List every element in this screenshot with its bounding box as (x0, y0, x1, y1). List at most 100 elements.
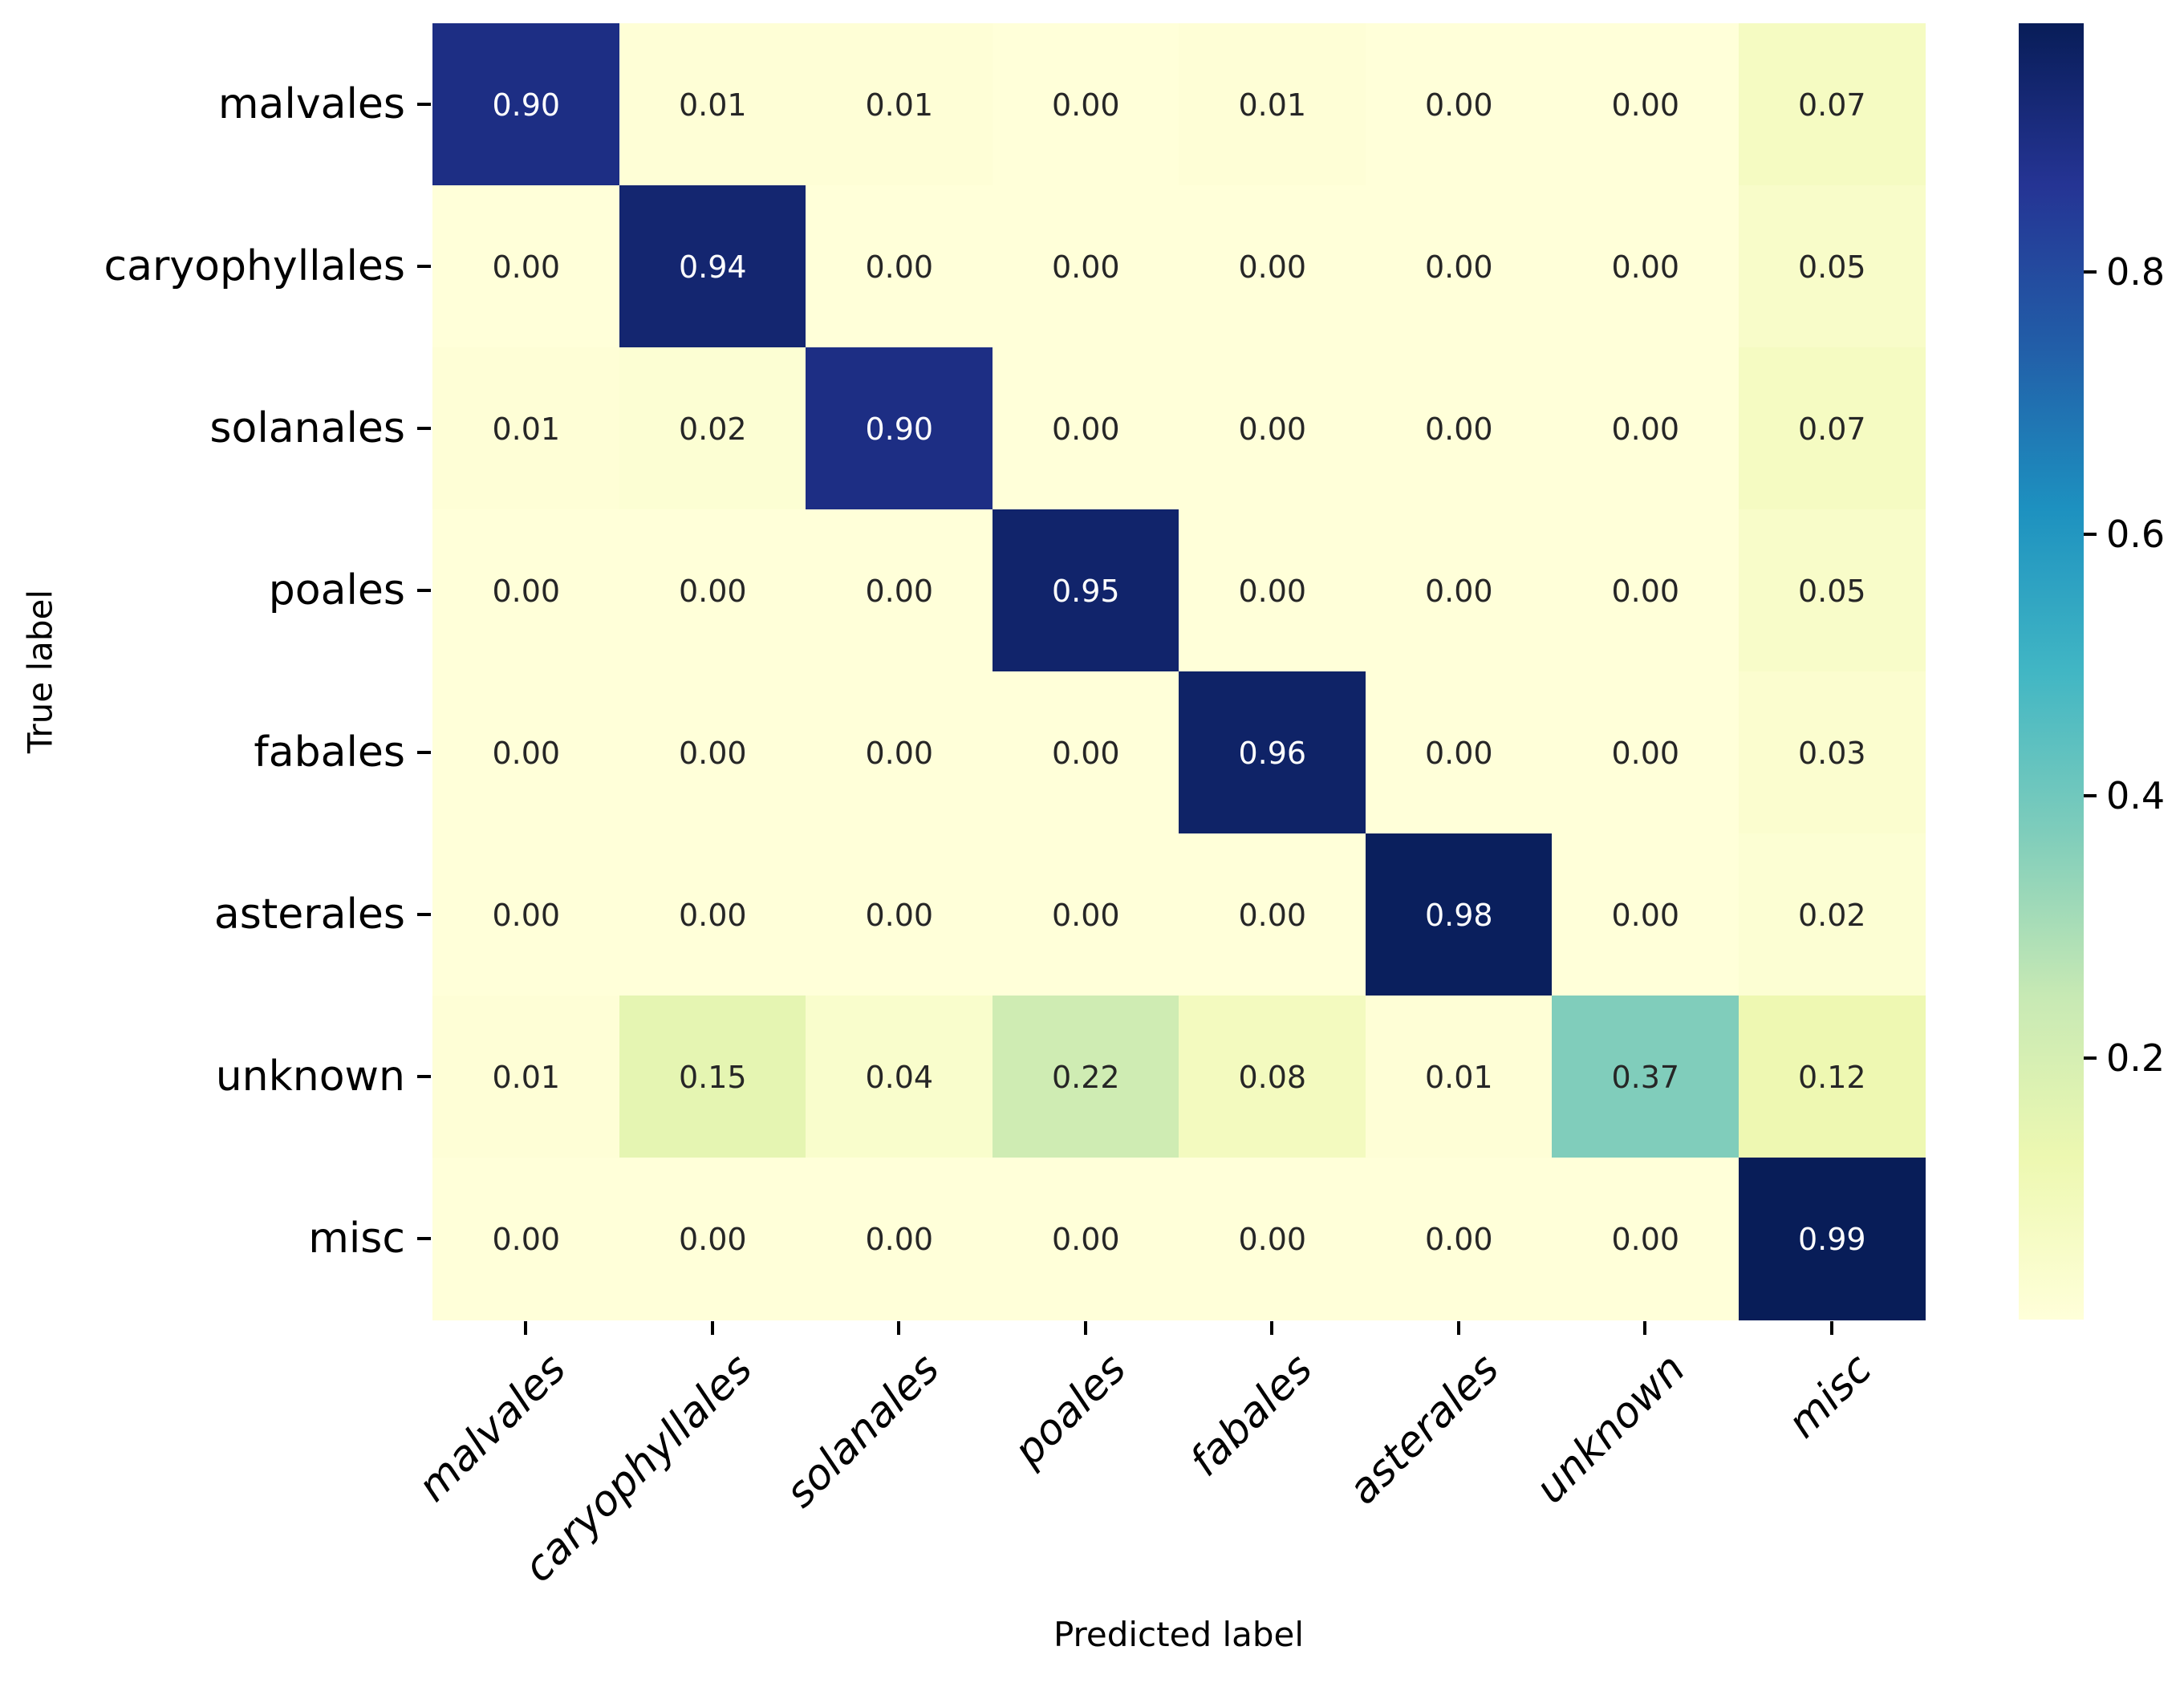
heatmap-cell: 0.01 (806, 23, 993, 186)
y-axis-title: True label (20, 589, 60, 754)
heatmap-cell: 0.00 (432, 185, 620, 348)
cell-value: 0.37 (1611, 1059, 1680, 1095)
cell-value: 0.00 (1051, 411, 1120, 447)
cell-value: 0.00 (1424, 87, 1493, 123)
heatmap-cell: 0.00 (432, 509, 620, 672)
heatmap-cell: 0.00 (619, 1158, 806, 1320)
heatmap-cell: 0.12 (1738, 996, 1926, 1158)
cell-value: 0.00 (865, 249, 934, 285)
x-tick-mark (1456, 1321, 1460, 1335)
x-tick-label: unknown (1526, 1344, 1695, 1513)
heatmap-cell: 0.07 (1738, 23, 1926, 186)
x-tick-mark (897, 1321, 901, 1335)
colorbar-tick-mark (2084, 794, 2097, 798)
y-tick-mark (417, 1237, 431, 1240)
heatmap-cell: 0.00 (992, 833, 1179, 996)
cell-value: 0.94 (678, 249, 747, 285)
y-tick-label: malvales (217, 80, 405, 128)
heatmap-cell: 0.00 (1552, 1158, 1739, 1320)
cell-value: 0.98 (1424, 897, 1493, 933)
y-tick-label: asterales (213, 890, 405, 939)
heatmap-cell: 0.00 (1179, 1158, 1366, 1320)
cell-value: 0.96 (1238, 735, 1307, 771)
cell-value: 0.01 (865, 87, 934, 123)
x-tick-mark (1643, 1321, 1647, 1335)
cell-value: 0.00 (1424, 249, 1493, 285)
cell-value: 0.00 (1051, 249, 1120, 285)
cell-value: 0.05 (1797, 249, 1866, 285)
heatmap-cell: 0.01 (1365, 996, 1553, 1158)
heatmap-cell: 0.00 (806, 833, 993, 996)
colorbar-tick-label: 0.4 (2106, 774, 2166, 818)
heatmap-cell: 0.00 (1179, 347, 1366, 510)
y-tick-mark (417, 265, 431, 268)
y-tick-label: unknown (215, 1052, 405, 1101)
heatmap-cell: 0.00 (1552, 347, 1739, 510)
heatmap-cell: 0.15 (619, 996, 806, 1158)
heatmap-cell: 0.00 (1365, 671, 1553, 834)
heatmap-cell: 0.00 (619, 509, 806, 672)
y-tick-mark (417, 103, 431, 106)
heatmap-cell: 0.04 (806, 996, 993, 1158)
heatmap-cell: 0.00 (992, 23, 1179, 186)
heatmap-cell: 0.00 (1552, 833, 1739, 996)
cell-value: 0.00 (865, 573, 934, 609)
heatmap-cell: 0.02 (1738, 833, 1926, 996)
colorbar-tick-label: 0.8 (2106, 250, 2166, 294)
heatmap-cell: 0.05 (1738, 185, 1926, 348)
heatmap-cell: 0.00 (1552, 509, 1739, 672)
cell-value: 0.00 (1051, 735, 1120, 771)
cell-value: 0.00 (1611, 573, 1680, 609)
colorbar-tick-mark (2084, 532, 2097, 536)
heatmap-cell: 0.01 (432, 347, 620, 510)
heatmap-cell: 0.00 (992, 347, 1179, 510)
x-tick-mark (1083, 1321, 1087, 1335)
cell-value: 0.05 (1797, 573, 1866, 609)
cell-value: 0.02 (678, 411, 747, 447)
cell-value: 0.01 (1424, 1059, 1493, 1095)
cell-value: 0.00 (492, 1221, 561, 1257)
cell-value: 0.08 (1238, 1059, 1307, 1095)
heatmap-cell: 0.00 (806, 671, 993, 834)
cell-value: 0.01 (492, 411, 561, 447)
colorbar (2019, 23, 2084, 1320)
colorbar-gradient (2019, 23, 2084, 1320)
cell-value: 0.00 (865, 1221, 934, 1257)
colorbar-tick-label: 0.6 (2106, 512, 2166, 556)
heatmap-cell: 0.00 (1365, 347, 1553, 510)
x-tick-label: asterales (1338, 1344, 1508, 1515)
cell-value: 0.00 (1611, 897, 1680, 933)
heatmap-cell: 0.00 (1552, 671, 1739, 834)
heatmap-cell: 0.03 (1738, 671, 1926, 834)
heatmap-cell: 0.01 (1179, 23, 1366, 186)
cell-value: 0.00 (1051, 897, 1120, 933)
heatmap-cell: 0.37 (1552, 996, 1739, 1158)
cell-value: 0.00 (1424, 735, 1493, 771)
cell-value: 0.00 (1238, 249, 1307, 285)
x-axis-title: Predicted label (1053, 1615, 1305, 1654)
heatmap-cell: 0.00 (992, 671, 1179, 834)
colorbar-tick-mark (2084, 270, 2097, 274)
y-tick-mark (417, 913, 431, 916)
y-tick-mark (417, 427, 431, 430)
heatmap-cell: 0.95 (992, 509, 1179, 672)
cell-value: 0.00 (1051, 1221, 1120, 1257)
y-tick-mark (417, 1075, 431, 1078)
heatmap-cell: 0.98 (1365, 833, 1553, 996)
heatmap-cell: 0.00 (1552, 23, 1739, 186)
y-tick-mark (417, 589, 431, 592)
heatmap-cell: 0.00 (1365, 1158, 1553, 1320)
heatmap-cell: 0.96 (1179, 671, 1366, 834)
x-tick-label: malvales (408, 1344, 576, 1511)
cell-value: 0.00 (1611, 1221, 1680, 1257)
cell-value: 0.04 (865, 1059, 934, 1095)
x-tick-mark (1270, 1321, 1274, 1335)
cell-value: 0.22 (1051, 1059, 1120, 1095)
heatmap-cell: 0.00 (806, 509, 993, 672)
cell-value: 0.00 (1238, 573, 1307, 609)
heatmap-cell: 0.00 (619, 833, 806, 996)
x-tick-mark (1829, 1321, 1833, 1335)
heatmap-cell: 0.00 (806, 1158, 993, 1320)
cell-value: 0.12 (1797, 1059, 1866, 1095)
cell-value: 0.00 (678, 735, 747, 771)
